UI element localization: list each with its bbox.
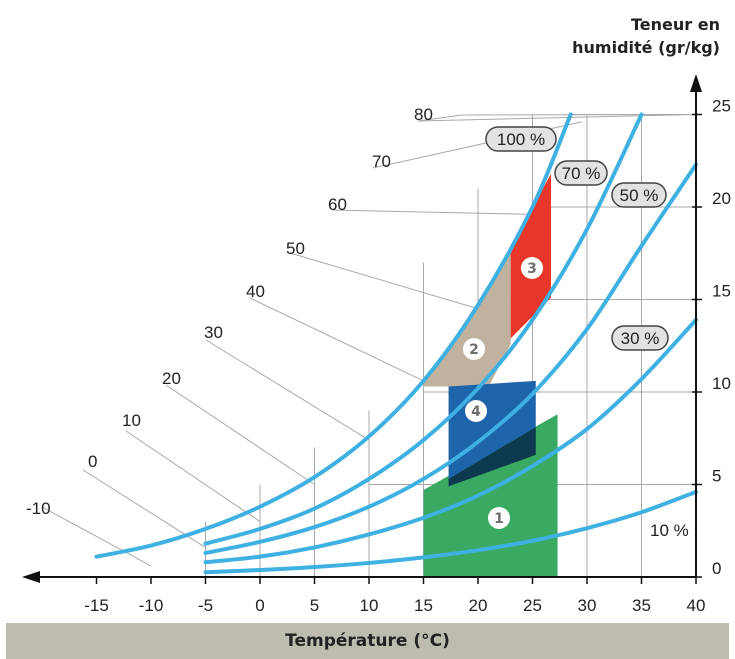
x-tick-label: 15	[414, 596, 433, 615]
zone-badge	[463, 338, 485, 360]
enthalpy-line	[461, 114, 697, 116]
zone-3	[510, 173, 552, 339]
psychrometric-chart: -15 -10 -5 0 5 10 15 20 25 30 35 40 0 5 10 15 20 25 -10 0 10…	[22, 15, 731, 616]
x-axis-arrow	[22, 571, 40, 583]
tick-labels: -15 -10 -5 0 5 10 15 20 25 30 35 40 0 5 10 15 20 25 -10 0 10…	[26, 97, 731, 616]
y-tick-label: 20	[712, 189, 731, 208]
zone-badge	[465, 400, 487, 422]
y-axis-title-line2: humidité (gr/kg)	[572, 38, 720, 57]
x-tick-label: 25	[523, 596, 542, 615]
y-axis-title-line1: Teneur en	[631, 15, 720, 34]
enthalpy-tick-label: 70	[372, 152, 391, 171]
humidity-label-text: 30 %	[621, 329, 660, 348]
zone-badge-number: 4	[471, 404, 481, 420]
x-tick-label: 0	[255, 596, 264, 615]
x-tick-label: 30	[578, 596, 597, 615]
curve-100-percent	[94, 112, 573, 559]
humidity-label-pill	[554, 160, 608, 186]
humidity-label-pill	[611, 325, 669, 351]
enthalpy-tick-label: -10	[26, 499, 51, 518]
zone-overlap	[448, 427, 536, 487]
humidity-curves	[94, 112, 698, 575]
curve-50-percent	[203, 162, 698, 555]
humidity-label-pill	[485, 126, 557, 152]
x-axis-title-band: Température (°C)	[6, 623, 729, 659]
enthalpy-tick-label: 60	[328, 195, 347, 214]
x-axis-title: Température (°C)	[285, 631, 450, 651]
enthalpy-line	[417, 114, 697, 122]
y-axis-arrow	[690, 74, 702, 92]
curve-70-percent	[203, 112, 644, 546]
enthalpy-tick-label: 50	[286, 239, 305, 258]
humidity-label-text: 70 %	[562, 164, 601, 183]
y-tick-label: 5	[712, 467, 721, 486]
humidity-label-pill	[611, 182, 667, 208]
y-tick-label: 0	[712, 559, 721, 578]
enthalpy-tick-label: 20	[162, 369, 181, 388]
enthalpy-tick-label: 10	[122, 411, 141, 430]
humidity-label-text: 100 %	[497, 130, 545, 149]
enthalpy-line	[41, 506, 152, 567]
x-tick-label: 5	[310, 596, 319, 615]
x-tick-label: -10	[139, 596, 164, 615]
zone-badge	[488, 507, 510, 529]
x-tick-label: 20	[469, 596, 488, 615]
zone-badge	[521, 257, 543, 279]
enthalpy-tick-label: 40	[246, 282, 265, 301]
humidity-label-text: 50 %	[620, 186, 659, 205]
x-tick-label: -15	[84, 596, 109, 615]
x-tick-label: 40	[687, 596, 706, 615]
enthalpy-line	[289, 252, 479, 310]
humidity-labels: 100 % 70 % 50 % 30 % 10 %	[485, 126, 689, 540]
humidity-label-text: 10 %	[650, 521, 689, 540]
y-tick-label: 10	[712, 374, 731, 393]
enthalpy-tick-label: 0	[88, 452, 97, 471]
axes	[22, 74, 702, 584]
enthalpy-line	[417, 114, 463, 122]
enthalpy-line	[165, 384, 315, 485]
enthalpy-line	[331, 209, 533, 215]
x-tick-label: -5	[198, 596, 213, 615]
enthalpy-tick-label: 80	[414, 105, 433, 124]
zone-badge-number: 1	[494, 511, 504, 527]
zone-badges: 1 2 3 4	[463, 257, 543, 529]
x-tick-label: 10	[360, 596, 379, 615]
y-tick-label: 25	[712, 97, 731, 116]
x-tick-label: 35	[632, 596, 651, 615]
zone-badge-number: 3	[527, 261, 537, 277]
zone-badge-number: 2	[469, 342, 479, 358]
enthalpy-tick-label: 30	[204, 323, 223, 342]
y-tick-label: 15	[712, 282, 731, 301]
enthalpy-line	[125, 430, 261, 522]
enthalpy-line	[249, 297, 424, 382]
curve-30-percent	[203, 317, 698, 565]
curve-10-percent	[203, 489, 698, 575]
enthalpy-line	[205, 339, 370, 441]
